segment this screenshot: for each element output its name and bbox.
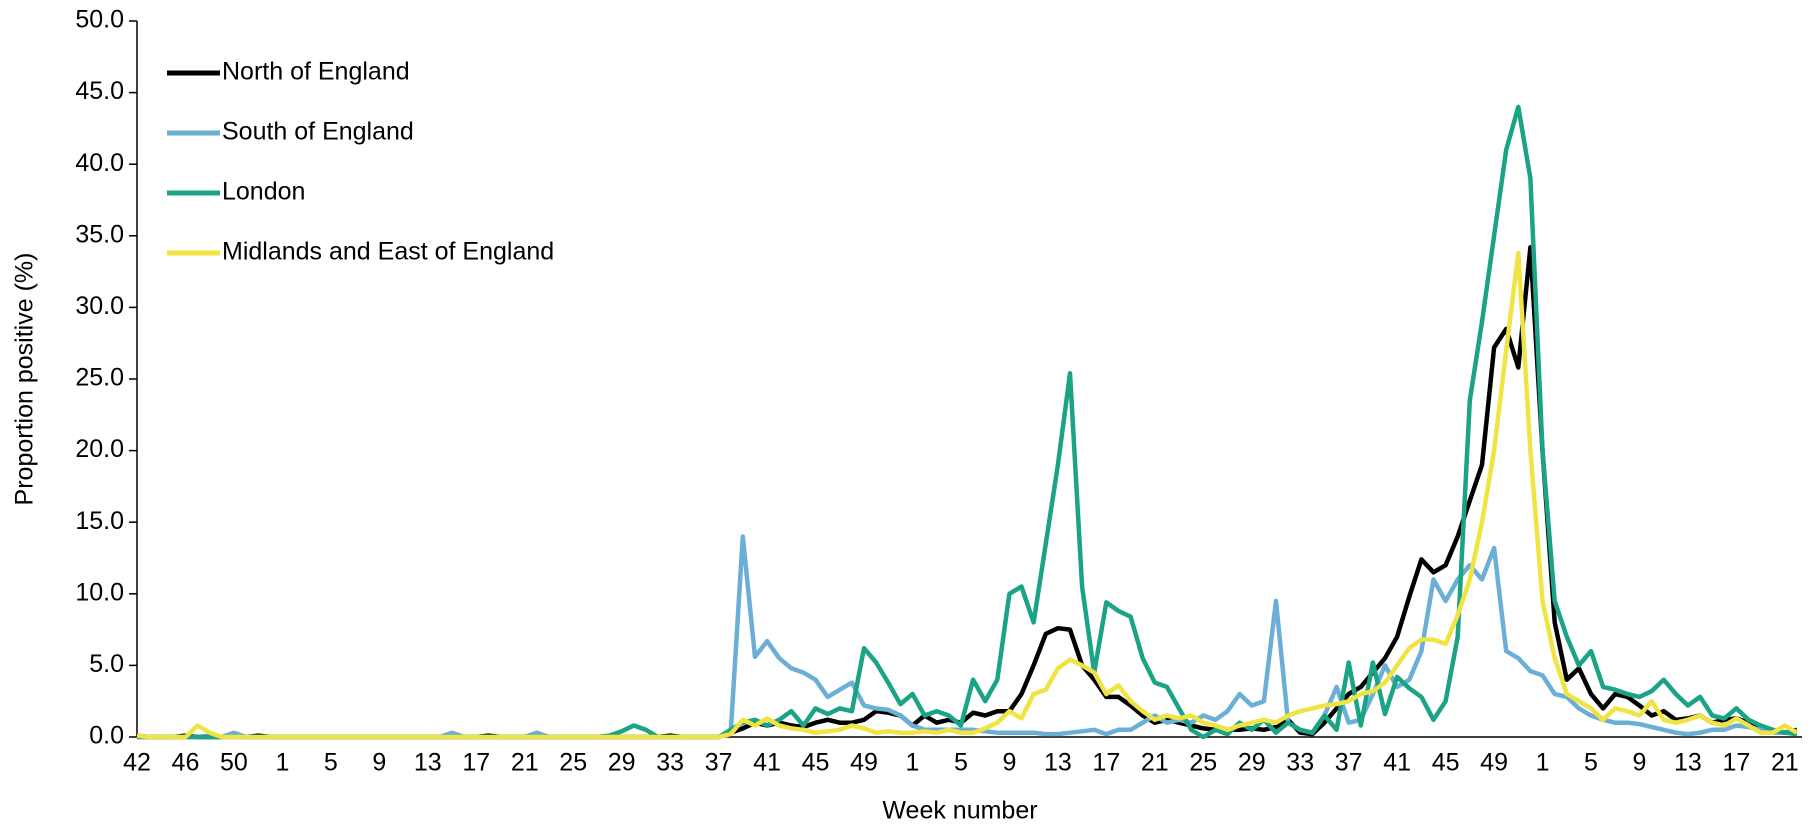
x-tick-label: 41 (1383, 749, 1411, 777)
y-tick-label: 20.0 (75, 435, 124, 463)
y-tick-label: 10.0 (75, 578, 124, 606)
x-tick-label: 33 (1286, 749, 1314, 777)
x-axis-title: Week number (882, 797, 1037, 825)
y-tick-label: 15.0 (75, 507, 124, 535)
x-tick-label: 45 (1432, 749, 1460, 777)
x-tick-label: 9 (372, 749, 386, 777)
x-tick-label: 5 (324, 749, 338, 777)
x-tick-label: 1 (275, 749, 289, 777)
x-tick-label: 5 (954, 749, 968, 777)
x-tick-label: 21 (1141, 749, 1169, 777)
x-tick-label: 1 (906, 749, 920, 777)
x-tick-label: 50 (220, 749, 248, 777)
y-tick-label: 30.0 (75, 292, 124, 320)
y-tick-label: 5.0 (89, 650, 124, 678)
x-tick-label: 29 (608, 749, 636, 777)
x-tick-label: 29 (1238, 749, 1266, 777)
x-tick-label: 9 (1633, 749, 1647, 777)
series-line (136, 250, 1799, 740)
y-tick-label: 40.0 (75, 149, 124, 177)
x-tick-label: 25 (1189, 749, 1217, 777)
x-tick-label: 45 (802, 749, 830, 777)
x-tick-label: 49 (850, 749, 878, 777)
x-tick-label: 17 (462, 749, 490, 777)
x-tick-label: 25 (559, 749, 587, 777)
x-tick-label: 33 (656, 749, 684, 777)
x-tick-label: 41 (753, 749, 781, 777)
x-tick-label: 21 (511, 749, 539, 777)
x-tick-label: 42 (123, 749, 151, 777)
legend-label: Midlands and East of England (222, 238, 554, 266)
y-tick-label: 0.0 (89, 722, 124, 750)
x-tick-label: 5 (1584, 749, 1598, 777)
y-tick-label: 50.0 (75, 6, 124, 34)
x-tick-label: 13 (1044, 749, 1072, 777)
y-tick-label: 35.0 (75, 220, 124, 248)
y-tick-label: 45.0 (75, 77, 124, 105)
x-tick-label: 13 (1674, 749, 1702, 777)
legend-label: London (222, 178, 305, 206)
legend-label: South of England (222, 118, 414, 146)
x-tick-label: 37 (705, 749, 733, 777)
x-tick-label: 21 (1771, 749, 1799, 777)
series-line (137, 104, 1798, 740)
legend-label: North of England (222, 58, 410, 86)
x-tick-label: 49 (1480, 749, 1508, 777)
x-tick-label: 37 (1335, 749, 1363, 777)
x-tick-label: 17 (1723, 749, 1751, 777)
x-tick-label: 46 (172, 749, 200, 777)
x-tick-label: 1 (1536, 749, 1550, 777)
y-tick-label: 25.0 (75, 364, 124, 392)
x-tick-label: 9 (1002, 749, 1016, 777)
x-tick-label: 17 (1092, 749, 1120, 777)
x-tick-label: 13 (414, 749, 442, 777)
y-axis-title: Proportion positive (%) (11, 253, 39, 506)
